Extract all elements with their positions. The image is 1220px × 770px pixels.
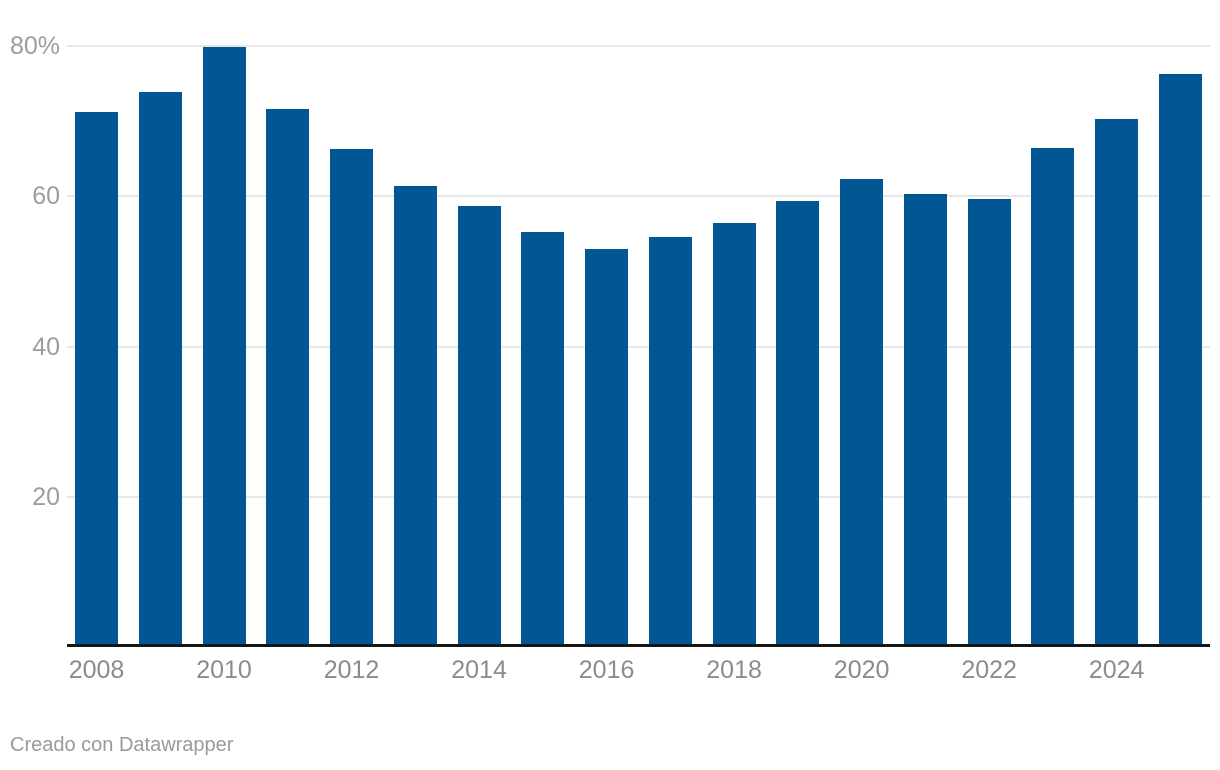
bar-2018[interactable] xyxy=(712,223,756,646)
x-axis-tick-2010: 2010 xyxy=(196,656,252,684)
x-axis-tick-2022: 2022 xyxy=(961,656,1017,684)
bar-2011[interactable] xyxy=(266,108,310,646)
bar-2022[interactable] xyxy=(967,199,1011,646)
gridline-80 xyxy=(67,45,1210,47)
bar-2010[interactable] xyxy=(202,46,246,646)
plot-area xyxy=(67,45,1210,647)
gridline-20 xyxy=(67,495,1210,498)
x-axis-tick-2008: 2008 xyxy=(68,656,125,684)
bar-2025[interactable] xyxy=(1158,74,1202,646)
bar-2017[interactable] xyxy=(648,236,692,646)
x-axis-tick-2016: 2016 xyxy=(578,656,635,684)
bar-2019[interactable] xyxy=(776,201,820,646)
x-axis: 2008 2010 2012 2014 2016 2018 2020 2022 2024 xyxy=(67,655,1210,691)
x-axis-tick-2020: 2020 xyxy=(833,656,890,684)
bar-2008[interactable] xyxy=(75,111,118,646)
x-axis-tick-2012: 2012 xyxy=(323,656,380,684)
bar-2015[interactable] xyxy=(521,232,565,646)
gridline-60 xyxy=(67,195,1210,198)
bar-2016[interactable] xyxy=(585,248,629,646)
gridline-40 xyxy=(67,345,1210,348)
bar-2024[interactable] xyxy=(1095,118,1139,646)
bar-2013[interactable] xyxy=(393,186,437,646)
y-axis-tick-60: 60 xyxy=(32,182,60,211)
datawrapper-credit-link[interactable]: Creado con Datawrapper xyxy=(10,734,234,756)
x-axis-tick-2024: 2024 xyxy=(1088,656,1145,684)
y-axis-tick-40: 40 xyxy=(32,332,60,361)
bar-2009[interactable] xyxy=(138,91,182,646)
bar-2021[interactable] xyxy=(903,193,947,646)
bar-2023[interactable] xyxy=(1031,147,1075,646)
x-axis-line xyxy=(67,644,1210,647)
y-axis-tick-80: 80% xyxy=(9,32,60,60)
y-axis-tick-20: 20 xyxy=(32,482,60,511)
x-axis-tick-2018: 2018 xyxy=(706,656,762,684)
bar-2014[interactable] xyxy=(457,205,501,646)
bar-2012[interactable] xyxy=(330,148,374,646)
x-axis-tick-2014: 2014 xyxy=(451,656,507,684)
y-axis: 80% 60 40 20 xyxy=(0,32,60,646)
bar-2020[interactable] xyxy=(840,178,884,646)
